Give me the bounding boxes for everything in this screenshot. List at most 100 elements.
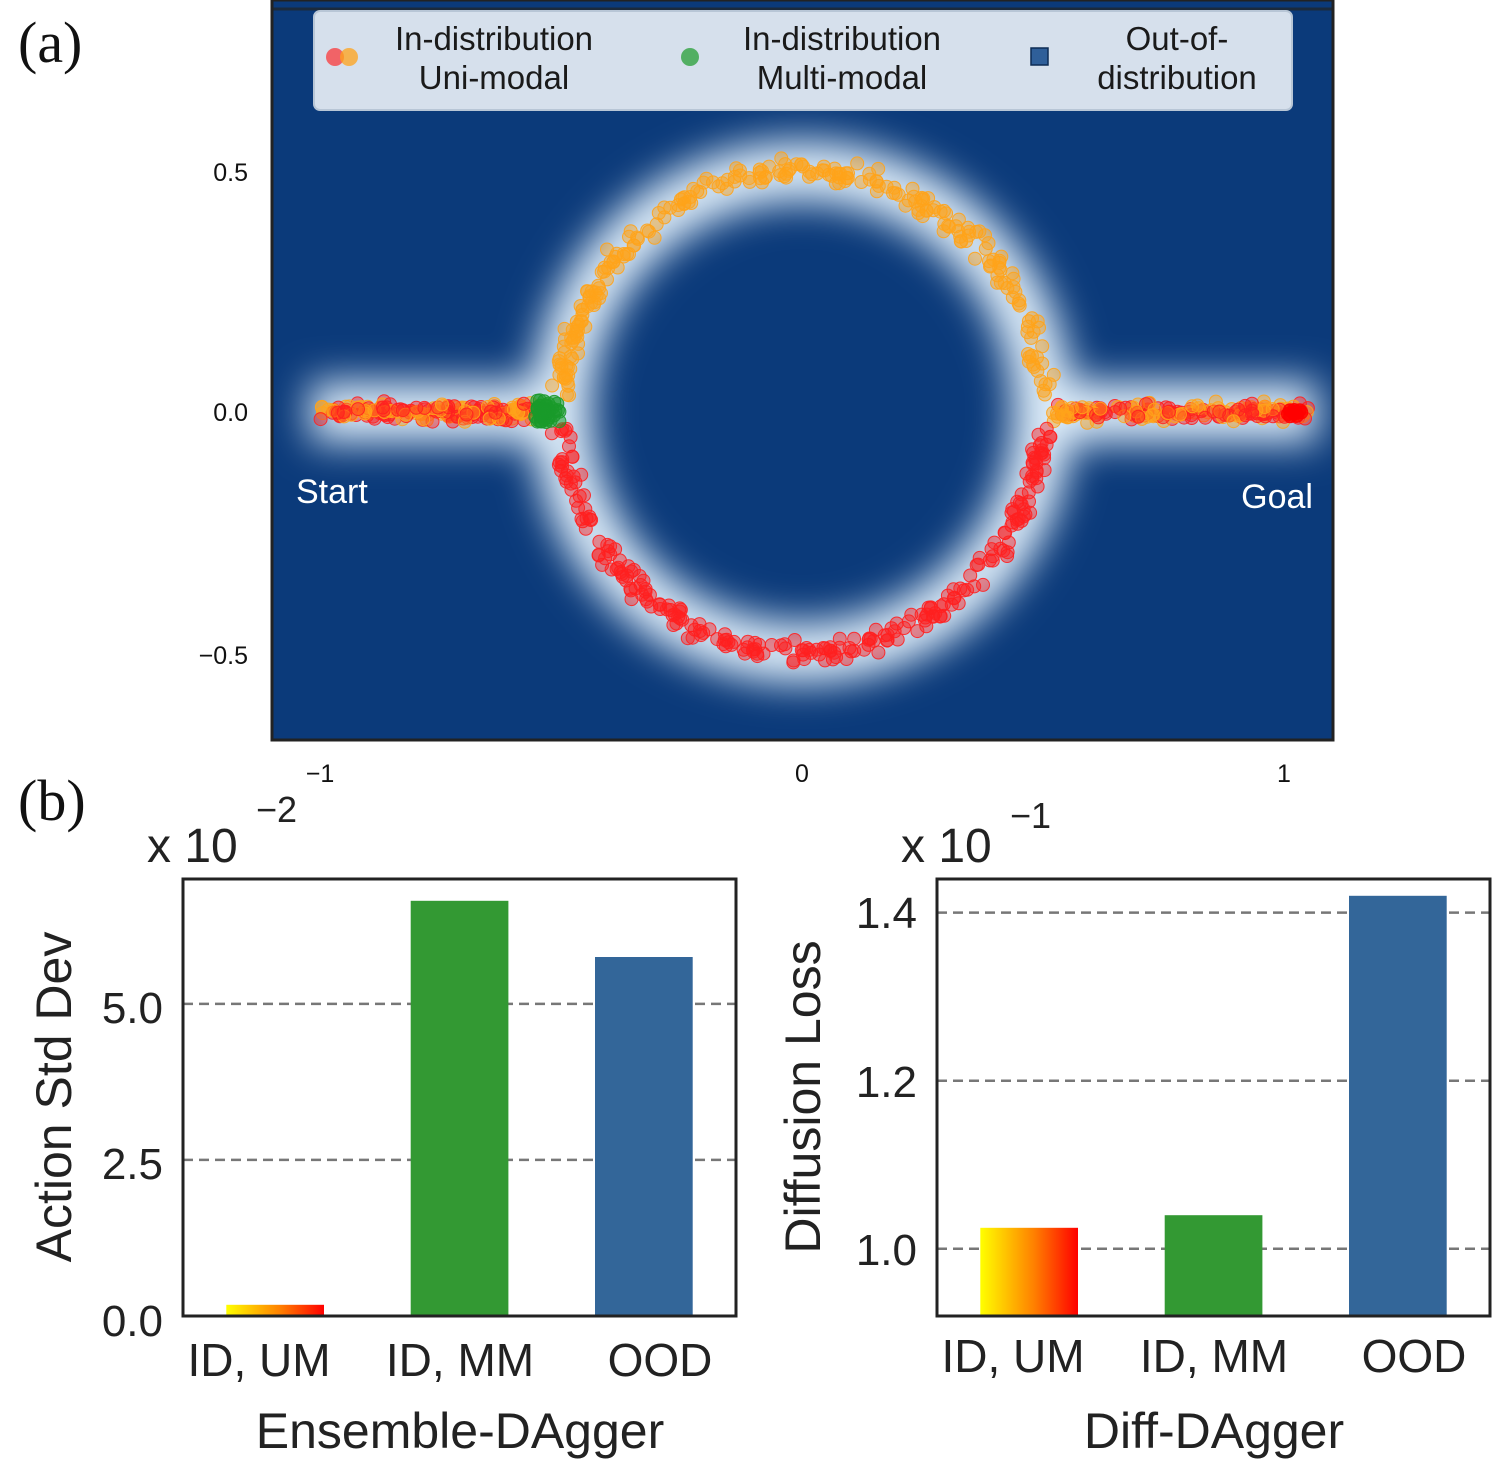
bars [226,900,693,1316]
scatter-point [862,166,877,181]
scatter-point [764,638,779,652]
y-tick-label: −0.5 [199,642,248,670]
scale-label-base: x 10 [147,820,238,873]
legend: In-distribution Uni-modal In-distributio… [313,10,1293,111]
scatter-point [699,171,714,186]
legend-entry-multi-modal: In-distribution Multi-modal [681,20,941,96]
scatter-point [904,607,919,622]
scatter-point [622,247,636,261]
scatter-point [313,412,328,427]
scatter-point [628,581,643,596]
scatter-point [627,238,642,253]
scatter-point [563,361,578,376]
scatter-point [1026,359,1041,374]
scatter-point [982,553,997,568]
scatter-point [828,176,843,191]
scatter-point [986,252,1001,267]
scatter-point [1035,446,1049,461]
scatter-point [720,172,735,187]
x-axis-label: Ensemble-DAgger [256,1403,665,1459]
scatter-point [774,151,789,166]
scatter-point [1064,401,1079,416]
scatter-point [1135,411,1149,426]
scatter-point [616,247,631,261]
legend-label-ood-1: Out-of- [1126,20,1229,57]
scatter-point [1005,290,1020,305]
scatter-point [395,403,410,418]
scatter-point [336,405,351,419]
scatter-point [564,482,579,497]
scatter-point [960,582,975,597]
scatter-point [928,606,943,621]
scatter-point [1021,314,1036,329]
scatter-point [555,452,570,467]
scatter-point [552,414,567,429]
scatter-point [915,209,930,224]
scatter-point [1257,400,1272,414]
scale-label-exponent: −1 [1010,795,1051,836]
y-tick-label: 1.2 [856,1058,917,1107]
scatter-point [495,402,510,417]
scatter-point [562,439,576,454]
scatter-point [639,592,654,607]
scatter-point [575,302,590,317]
y-axis-label: Action Std Dev [26,932,82,1263]
bar-2 [595,957,693,1316]
scatter-point [435,397,449,412]
scatter-point [1014,487,1029,502]
legend-marker-green [681,48,699,66]
category-label: ID, UM [941,1330,1084,1382]
scatter-point [1024,330,1039,345]
scatter-point [779,170,794,185]
legend-marker-square [1030,47,1049,66]
y-tick-label: 1.4 [856,889,917,938]
scatter-point [981,236,996,251]
scatter-point [1005,266,1020,281]
legend-entry-ood: Out-of- distribution [1030,20,1257,96]
scatter-point [557,321,572,336]
scatter-point [1024,348,1039,363]
scatter-point [1035,356,1050,371]
category-label: ID, MM [1140,1330,1288,1382]
scatter-point [467,400,482,415]
scatter-point [936,224,951,239]
scatter-point [748,642,763,657]
scatter-point [545,378,560,393]
scatter-point [671,203,686,217]
scatter-point [1038,377,1053,392]
scatter-point [459,407,474,422]
scatter-point [351,402,365,417]
scatter-point [665,608,680,623]
scatter-point [762,159,777,174]
scatter-point [488,405,503,420]
scatter-point [812,647,827,662]
scatter-point [746,644,761,659]
scatter-point [832,631,847,646]
scatter-point [816,159,831,174]
scatter-point [557,332,572,347]
scatter-point [1053,401,1068,416]
category-label: OOD [608,1334,713,1386]
scatter-point [606,255,621,270]
scatter-point [1075,400,1090,415]
scatter-point [756,646,771,661]
scatter-point [1016,502,1031,517]
scatter-point [919,619,934,634]
scatter-point [693,185,708,199]
scatter-point [742,171,757,186]
scatter-point [657,200,672,215]
scatter-point [577,488,591,503]
scatter-point [570,319,585,334]
scatter-point [595,557,610,572]
scale-label-exponent: −2 [256,789,297,830]
panel-a-frame [270,0,1335,742]
scatter-point [1131,409,1146,424]
y-tick-label: 5.0 [102,984,163,1033]
scale-label-base: x 10 [901,820,992,873]
scatter-point [937,216,952,231]
scatter-point [1046,367,1061,382]
scatter-point [1037,463,1052,478]
scatter-point [1016,509,1031,524]
scatter-point [578,521,593,536]
